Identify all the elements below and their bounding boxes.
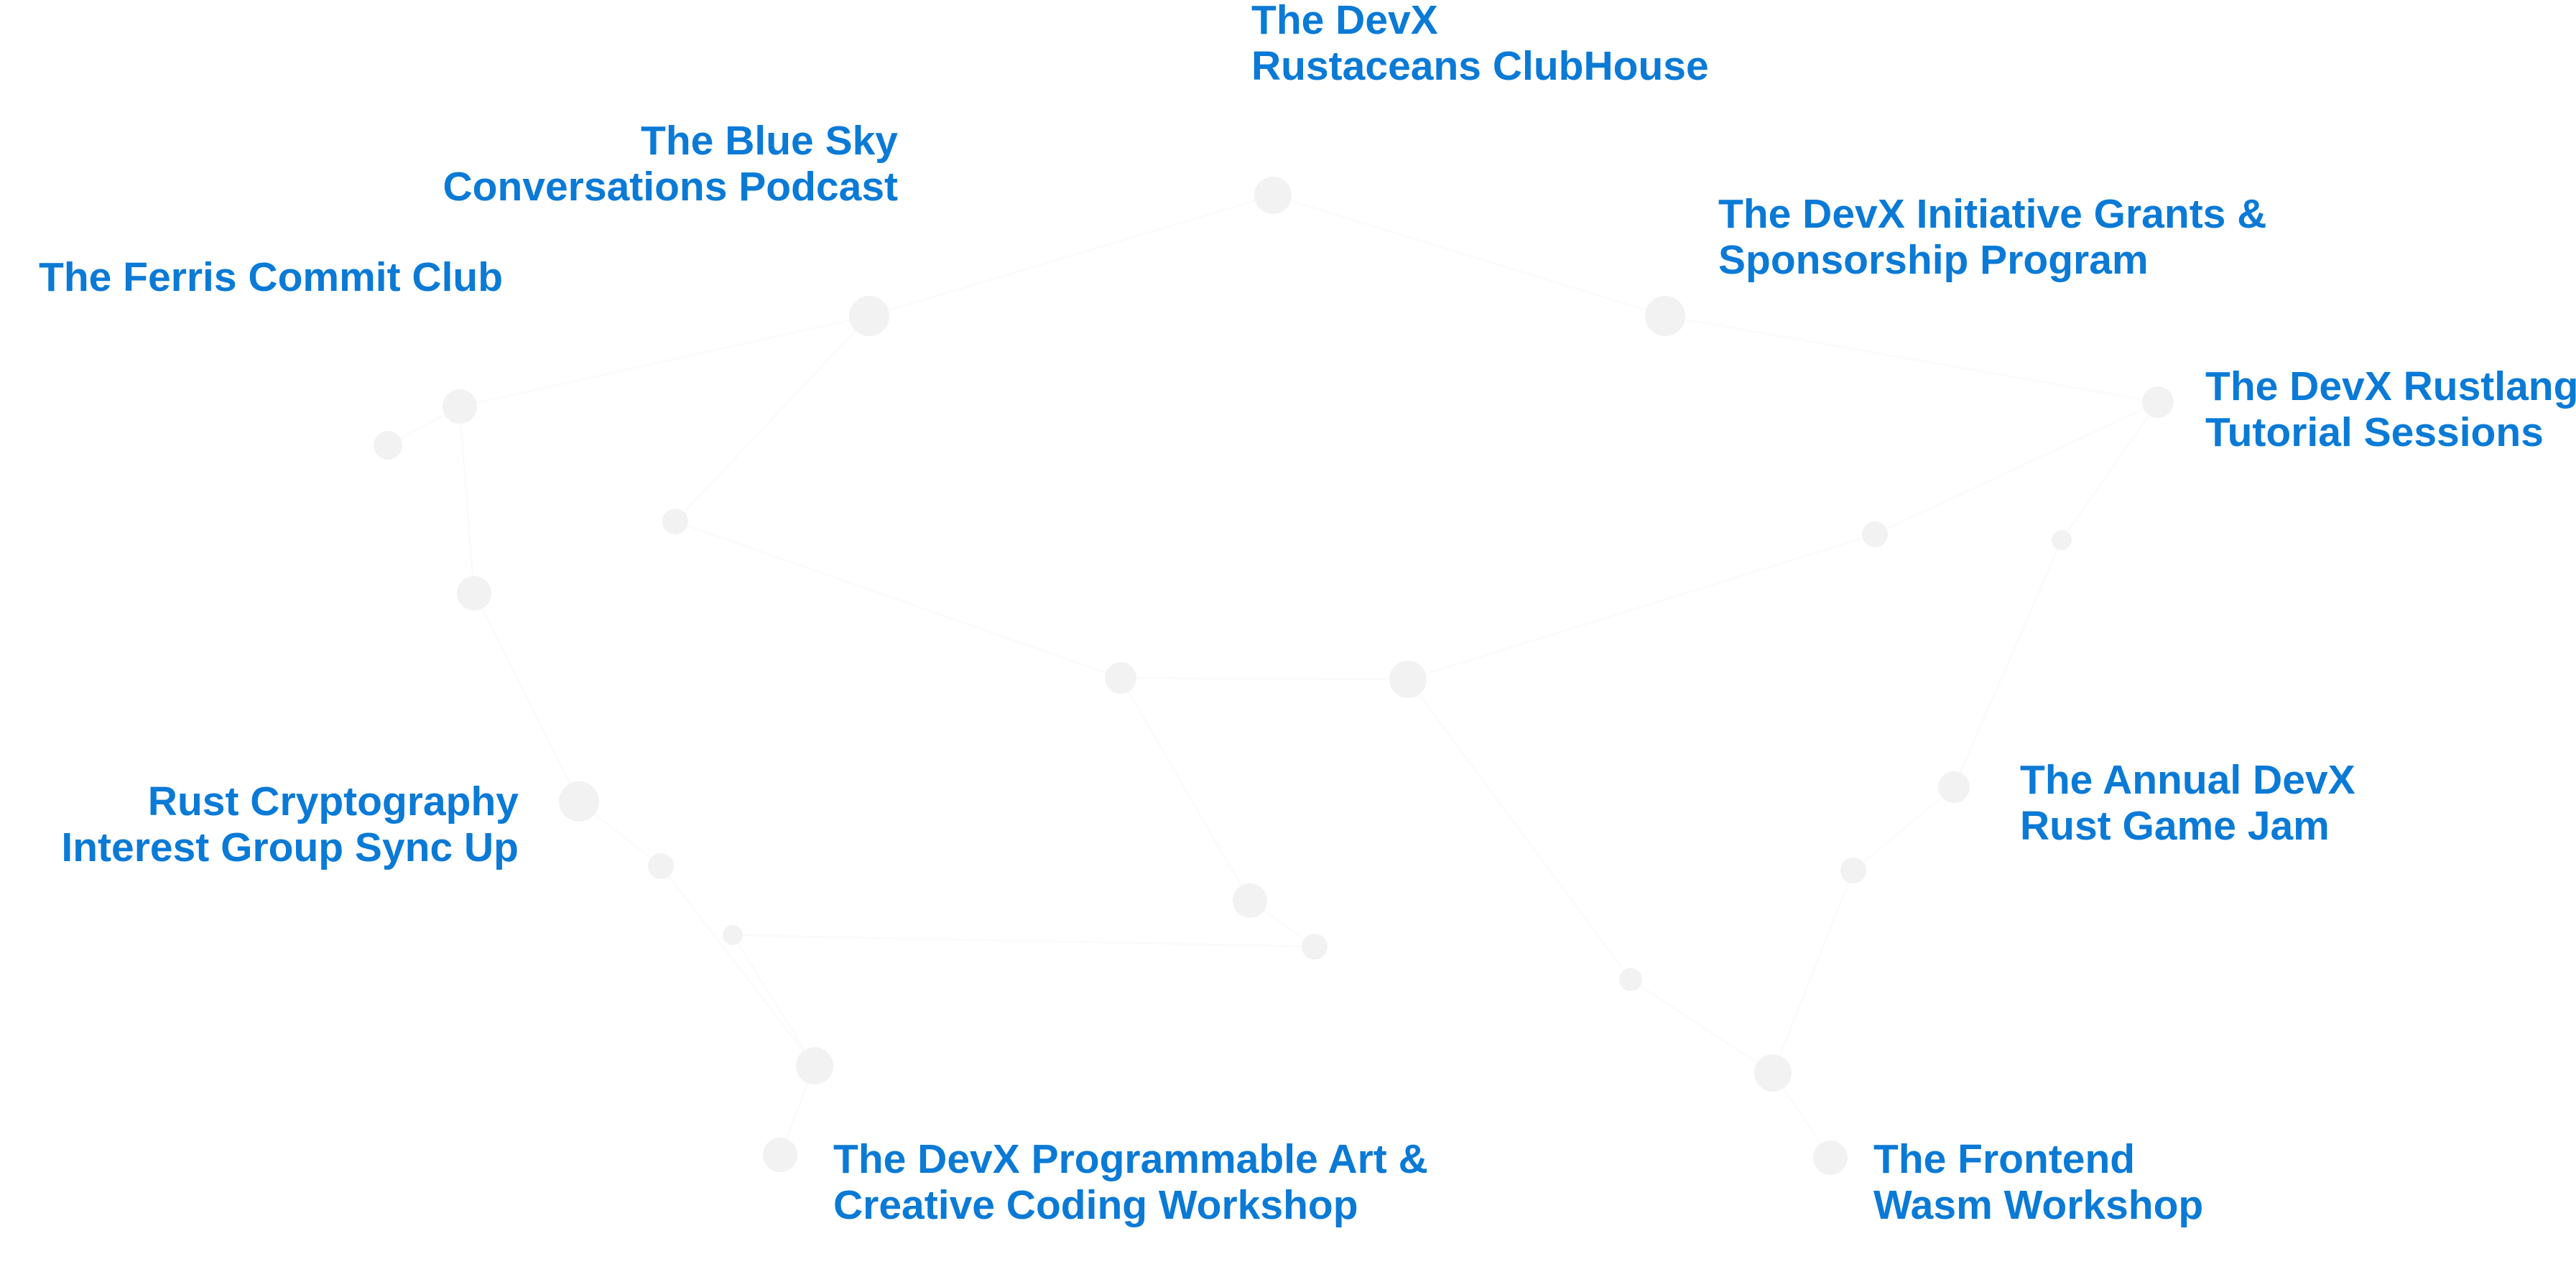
network-node: [662, 508, 688, 534]
network-edge: [1272, 194, 1666, 317]
network-node: [763, 1138, 797, 1172]
label-line: The Annual DevX: [2020, 757, 2355, 803]
network-node: [1619, 968, 1642, 991]
label-line: The Frontend: [1873, 1136, 2136, 1182]
network-edge: [1853, 786, 1955, 872]
network-edge: [458, 406, 476, 594]
network-node: [374, 431, 402, 460]
network-edge: [1407, 679, 1632, 980]
network-edge: [1952, 539, 2063, 788]
label-line: Tutorial Sessions: [2205, 409, 2544, 455]
network-edge: [868, 194, 1274, 317]
network-edge: [1771, 870, 1855, 1074]
network-node: [1840, 858, 1866, 883]
network-edge: [659, 865, 816, 1067]
label-rustlang-tutorials: The DevX Rustlang Tutorial Sessions: [2205, 363, 2576, 455]
label-line: Conversations Podcast: [443, 164, 898, 210]
network-node: [1645, 296, 1685, 336]
network-node: [1813, 1140, 1848, 1175]
network-edge: [1630, 978, 1774, 1074]
network-node: [1862, 521, 1888, 547]
label-programmable-art: The DevX Programmable Art & Creative Cod…: [833, 1136, 1428, 1228]
network-edge: [473, 593, 580, 802]
label-frontend-wasm: The Frontend Wasm Workshop: [1873, 1136, 2203, 1228]
network-node: [648, 853, 674, 879]
label-grants-sponsorship: The DevX Initiative Grants & Sponsorship…: [1718, 191, 2266, 283]
label-line: Wasm Workshop: [1873, 1182, 2204, 1228]
network-node: [1105, 662, 1136, 694]
label-line: The DevX Rustlang: [2205, 363, 2576, 409]
label-line: Rust Cryptography: [147, 779, 519, 824]
network-edge: [1874, 401, 2159, 536]
network-edge: [731, 934, 816, 1067]
label-line: The Ferris Commit Club: [39, 254, 504, 300]
network-node: [1754, 1054, 1792, 1092]
label-line: The Blue Sky: [641, 118, 898, 164]
label-crypto-interest-group: Rust Cryptography Interest Group Sync Up: [61, 779, 519, 870]
network-edge: [675, 520, 1121, 679]
network-edge: [2060, 401, 2159, 541]
label-ferris-commit-club: The Ferris Commit Club: [39, 254, 503, 300]
network-node: [1302, 934, 1328, 960]
network-edge: [1407, 533, 1876, 681]
network-edge: [1664, 315, 2159, 404]
label-line: The DevX Initiative Grants &: [1718, 191, 2267, 237]
network-node: [559, 781, 599, 822]
network-node: [1233, 883, 1267, 918]
label-line: Creative Coding Workshop: [833, 1182, 1358, 1228]
label-rustaceans-clubhouse: The DevX Rustaceans ClubHouse: [1251, 0, 1709, 89]
network-node: [723, 925, 743, 945]
network-node: [443, 389, 477, 424]
network-edge: [1119, 677, 1251, 901]
label-blue-sky-podcast: The Blue Sky Conversations Podcast: [443, 118, 898, 210]
network-node: [457, 576, 491, 610]
network-edge: [674, 315, 871, 523]
network-edge: [459, 315, 870, 408]
label-line: Rustaceans ClubHouse: [1251, 43, 1709, 89]
network-node: [849, 296, 889, 336]
label-line: Sponsorship Program: [1718, 237, 2149, 283]
label-line: The DevX: [1251, 0, 1438, 43]
network-node: [2052, 530, 2072, 550]
network-node: [1938, 771, 1970, 803]
network-node: [2142, 386, 2174, 418]
label-line: The DevX Programmable Art &: [833, 1136, 1428, 1182]
network-node: [1254, 177, 1292, 214]
network-edge: [1120, 677, 1409, 681]
network-node: [796, 1047, 833, 1084]
label-rust-game-jam: The Annual DevX Rust Game Jam: [2020, 757, 2355, 849]
label-line: Interest Group Sync Up: [61, 824, 519, 870]
label-line: Rust Game Jam: [2020, 803, 2330, 849]
network-node: [1389, 661, 1427, 698]
network-edge: [732, 934, 1315, 948]
